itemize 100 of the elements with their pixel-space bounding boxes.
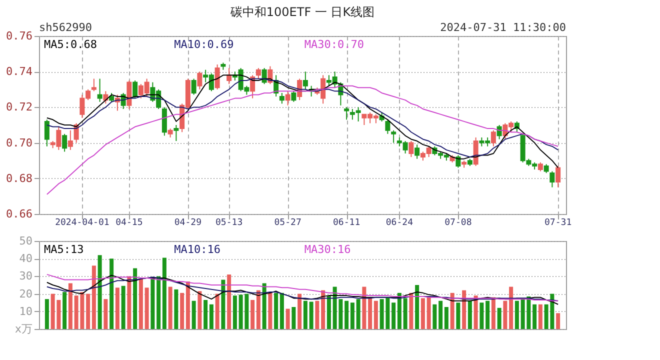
text: 2024-07-31 11:30:00: [440, 21, 566, 34]
candlestick: [279, 92, 284, 104]
candlestick: [103, 90, 108, 104]
text: MA10:0.69: [174, 38, 234, 51]
candlestick: [344, 106, 350, 120]
bar: [250, 300, 255, 329]
candlestick: [97, 78, 102, 102]
y-tick-label: 0.68: [6, 172, 32, 185]
bar: [274, 292, 278, 329]
x-tick-label: 06-24: [386, 218, 413, 228]
candlestick: [62, 133, 68, 152]
text: MA10:16: [174, 243, 221, 256]
x-tick-label: 04-29: [174, 218, 202, 228]
bar: [138, 278, 143, 329]
candlestick: [391, 130, 396, 144]
bar: [303, 300, 308, 329]
bar: [280, 292, 284, 329]
bar: [98, 255, 102, 329]
candlestick: [302, 71, 308, 90]
y-tick-label: 0.76: [6, 30, 32, 42]
y-tick-label: 0.66: [6, 208, 32, 220]
bar: [115, 288, 120, 329]
y-tick-label: 10: [19, 304, 32, 318]
bar: [292, 307, 296, 329]
bar: [62, 292, 67, 329]
bar: [209, 304, 214, 329]
y-tick-label: x万: [14, 322, 32, 336]
bar: [444, 307, 448, 329]
text: MA5:13: [44, 243, 84, 256]
bar: [204, 300, 208, 329]
bar: [326, 296, 331, 329]
bar: [514, 300, 519, 329]
candlestick: [550, 170, 555, 188]
bar: [538, 304, 542, 329]
x-tick-label: 07-08: [444, 218, 472, 228]
bar: [133, 268, 138, 329]
candlestick: [256, 68, 261, 80]
bar: [286, 308, 290, 329]
candlestick: [285, 90, 290, 106]
y-tick-label: 30: [19, 270, 32, 283]
bar: [92, 266, 96, 329]
bar: [86, 294, 90, 329]
bar: [503, 300, 508, 329]
bar: [368, 297, 372, 329]
candlestick: [214, 64, 220, 90]
candlestick: [408, 140, 414, 158]
bar: [403, 298, 408, 329]
bar: [480, 302, 484, 329]
text: MA30:0.70: [304, 38, 364, 51]
bar: [168, 286, 172, 329]
bar: [556, 313, 560, 329]
x-tick-label: 06-11: [333, 218, 360, 228]
bar: [221, 280, 226, 329]
bar: [456, 302, 460, 329]
bar: [409, 292, 414, 329]
bar: [356, 299, 360, 329]
candlestick: [456, 154, 461, 168]
bar: [497, 308, 502, 329]
bar: [268, 292, 272, 329]
bar: [491, 297, 496, 329]
bar: [486, 300, 490, 329]
candlestick: [68, 130, 73, 150]
bar: [474, 296, 478, 329]
candlestick: [197, 71, 202, 90]
candlestick: [490, 130, 496, 147]
bar: [198, 291, 202, 329]
candlestick: [91, 78, 96, 92]
bar: [509, 286, 514, 329]
bar: [192, 300, 196, 329]
bar: [438, 300, 443, 329]
candlestick: [385, 119, 390, 134]
bar: [162, 258, 166, 329]
candlestick: [473, 136, 478, 166]
bar: [232, 296, 237, 329]
candlestick: [191, 78, 196, 96]
bar: [415, 285, 420, 329]
bar: [121, 286, 126, 329]
bar: [432, 304, 437, 329]
bar: [468, 300, 472, 329]
bar: [144, 288, 149, 329]
x-tick-label: 05-27: [274, 218, 302, 228]
bar: [156, 276, 161, 329]
bar: [392, 302, 396, 329]
candlestick: [414, 144, 420, 160]
bar: [450, 292, 454, 329]
bar: [397, 292, 402, 329]
x-tick-label: 04-15: [116, 218, 143, 228]
bar: [315, 300, 320, 329]
text: sh562990: [39, 21, 92, 34]
x-tick-label: 05-13: [216, 218, 243, 228]
y-tick-label: 40: [19, 252, 32, 266]
bar: [420, 298, 425, 329]
candlestick: [556, 165, 561, 188]
candlestick: [291, 90, 296, 102]
bar: [256, 290, 260, 329]
y-tick-label: 0.70: [6, 136, 32, 150]
bar: [104, 299, 108, 329]
text: MA30:16: [304, 243, 351, 256]
bar: [532, 304, 537, 329]
x-tick-label: 07-31: [544, 218, 572, 228]
